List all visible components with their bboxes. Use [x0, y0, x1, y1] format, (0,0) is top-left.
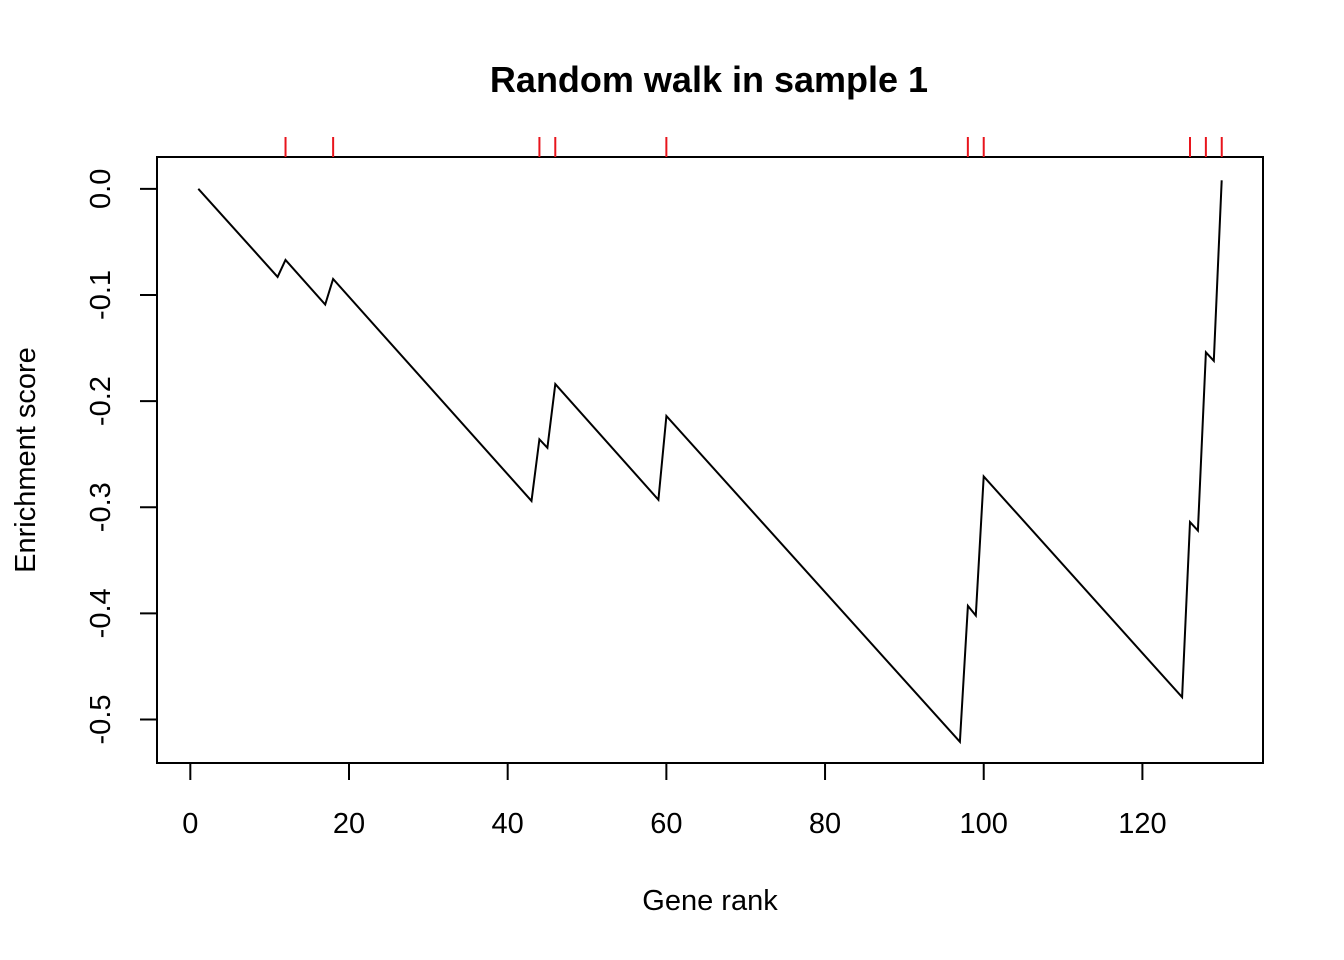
plot-frame [156, 156, 1264, 764]
x-tick-label: 40 [492, 808, 524, 840]
x-tick-label: 60 [650, 808, 682, 840]
y-tick-label: -0.1 [85, 270, 117, 320]
x-axis-label: Gene rank [642, 885, 778, 917]
y-axis: 0.0 -0.1 -0.2 -0.3 -0.4 -0.5 [85, 169, 158, 744]
y-tick-label: -0.4 [85, 588, 117, 638]
chart-title: Random walk in sample 1 [490, 59, 928, 100]
x-tick-label: 80 [809, 808, 841, 840]
y-tick-label: -0.5 [85, 694, 117, 744]
x-axis: 0 20 40 60 80 100 120 [182, 762, 1167, 840]
x-tick-label: 20 [333, 808, 365, 840]
rug-marks [284, 137, 1223, 157]
series-line [197, 180, 1223, 745]
x-tick-label: 120 [1118, 808, 1166, 840]
y-tick-label: -0.2 [85, 376, 117, 426]
x-tick-label: 100 [960, 808, 1008, 840]
y-tick-label: 0.0 [85, 169, 117, 209]
y-tick-label: -0.3 [85, 482, 117, 532]
x-tick-label: 0 [182, 808, 198, 840]
y-axis-label: Enrichment score [10, 347, 42, 573]
